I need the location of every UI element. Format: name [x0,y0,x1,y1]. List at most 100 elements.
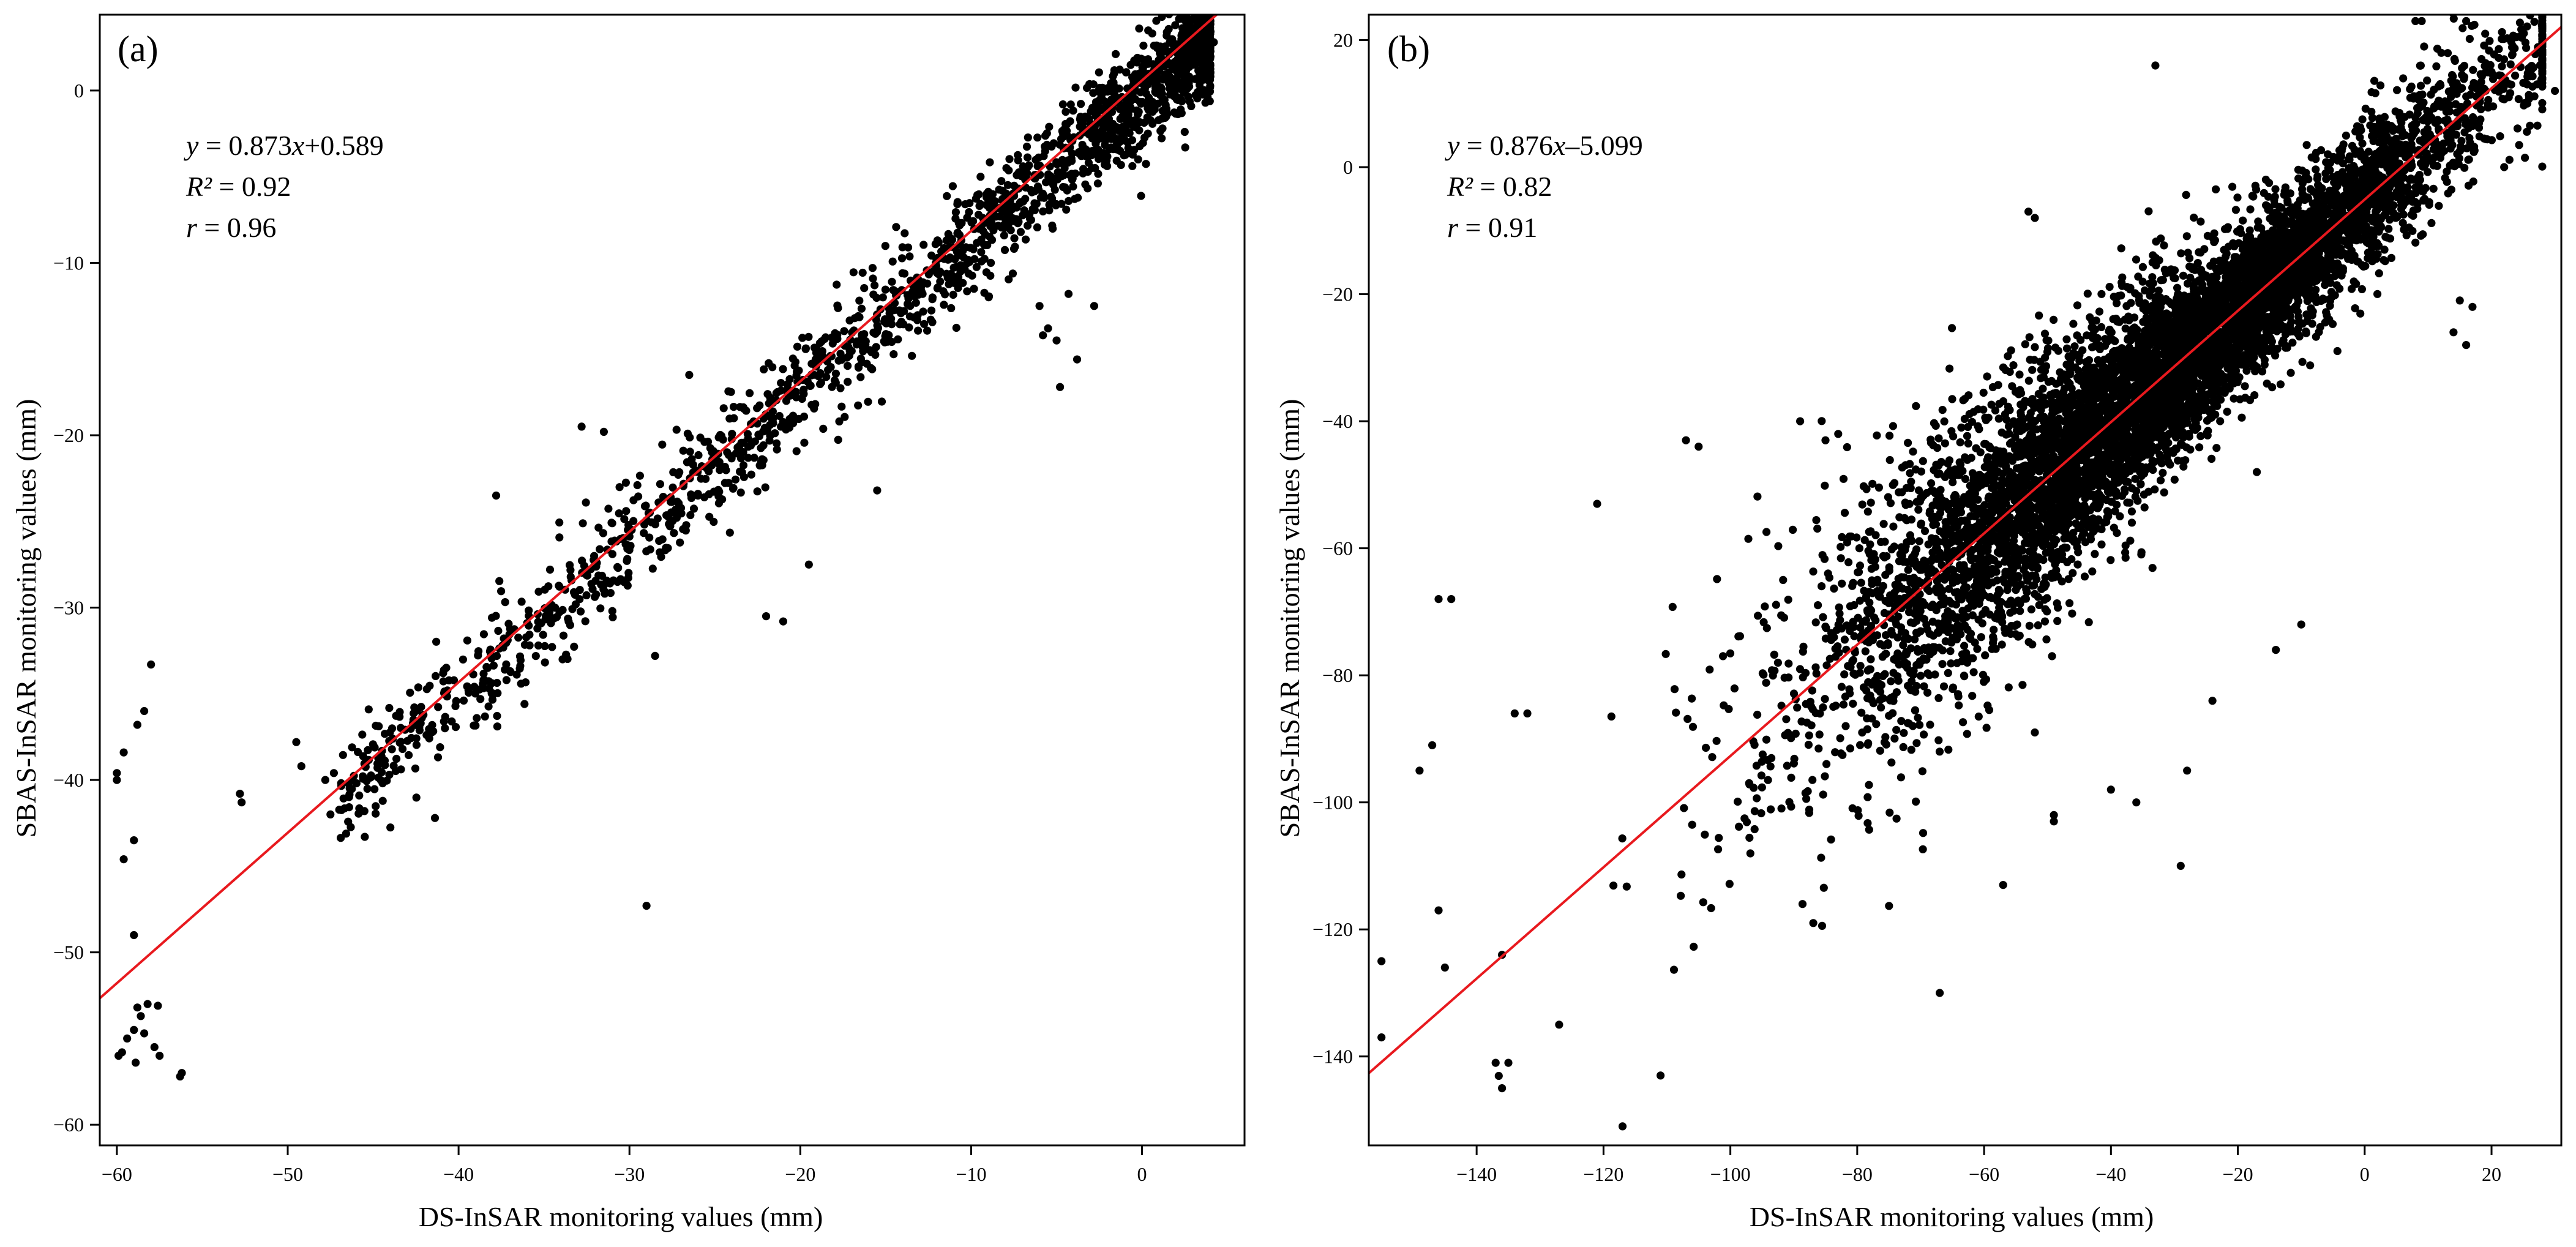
scatter-point [1039,207,1047,215]
scatter-point [2357,285,2366,293]
scatter-point [799,389,808,399]
scatter-point [869,274,877,283]
scatter-point [352,779,361,788]
chart-panel-a: −60 −50 −40 −30 −20 −10 00−10−20−30−40−50−60 (… [10,13,1246,1232]
scatter-point [337,834,345,842]
scatter-point [668,483,677,492]
scatter-point [947,304,956,312]
scatter-point [392,754,401,763]
scatter-point [1000,245,1009,254]
scatter-point [563,654,572,664]
scatter-point [648,564,657,573]
scatter-point [1068,175,1076,184]
scatter-point [1762,678,1770,687]
scatter-point [1139,42,1148,50]
scatter-point [912,298,920,307]
scatter-point [501,665,509,674]
scatter-point [841,413,849,421]
scatter-point [1746,849,1754,858]
scatter-point [2131,474,2140,483]
scatter-point [620,578,629,586]
scatter-point [1124,129,1133,137]
scatter-point [943,274,952,282]
scatter-point [869,290,878,299]
scatter-point [1111,50,1120,58]
scatter-point [502,676,511,684]
scatter-point [1069,182,1077,191]
scatter-point [1193,94,1202,103]
scatter-point [801,344,810,353]
scatter-point [2034,593,2042,601]
scatter-point [1033,223,1041,231]
scatter-point [599,529,608,537]
scatter-point [1079,169,1087,178]
scatter-point [1064,290,1073,298]
scatter-point [1938,406,1947,414]
scatter-point [936,277,945,286]
scatter-point [372,721,380,730]
scatter-point [1009,203,1017,211]
scatter-point [793,367,801,376]
scatter-point [806,381,815,390]
scatter-point [788,354,797,363]
scatter-point [1063,186,1071,195]
scatter-point [775,411,784,421]
scatter-point [1078,143,1087,151]
scatter-point [1150,105,1159,114]
scatter-point [986,158,994,167]
scatter-point [869,328,878,337]
scatter-point [2127,519,2136,527]
scatter-point [495,644,504,653]
scatter-point [2515,18,2524,27]
r-text-a: r = 0.96 [186,212,276,243]
scatter-point [358,730,367,739]
scatter-point [1170,108,1178,117]
scatter-point [581,617,590,626]
scatter-point [640,529,648,537]
scatter-point [463,636,472,645]
scatter-point [1767,805,1775,814]
scatter-point [964,255,973,264]
scatter-point [412,793,421,802]
scatter-point [512,670,521,679]
scatter-point [2297,185,2307,193]
scatter-point [1158,114,1166,123]
scatter-point [955,231,964,239]
scatter-point [345,803,353,812]
scatter-point [348,785,356,793]
scatter-point [667,498,675,506]
y-tick-label: −30 [53,597,84,619]
scatter-point [777,379,785,388]
scatter-point [1766,762,1775,771]
scatter-point [1066,156,1074,165]
scatter-point [624,520,633,530]
scatter-point [833,334,842,343]
scatter-point [976,173,985,181]
scatter-point [725,528,734,537]
scatter-point [403,736,412,745]
scatter-point [594,523,603,532]
scatter-point [768,363,777,372]
scatter-point [326,810,335,818]
scatter-point [476,695,485,703]
scatter-point [629,496,638,504]
scatter-point [545,612,555,621]
scatter-point [464,686,473,695]
scatter-point [452,697,460,705]
scatter-point [1093,179,1102,188]
scatter-point [799,412,809,421]
scatter-point [1030,199,1039,208]
scatter-point [689,504,698,513]
scatter-point [1725,880,1734,888]
scatter-point [1939,682,1949,691]
scatter-point [2088,567,2097,576]
scatter-point [2064,575,2073,583]
scatter-point [133,721,141,729]
scatter-point [339,751,347,759]
scatter-point [1021,195,1030,203]
scatter-point [2358,115,2367,124]
scatter-point [694,451,703,460]
x-tick-label: −30 [614,1163,645,1185]
scatter-point [1841,722,1850,730]
scatter-point [1677,891,1685,900]
